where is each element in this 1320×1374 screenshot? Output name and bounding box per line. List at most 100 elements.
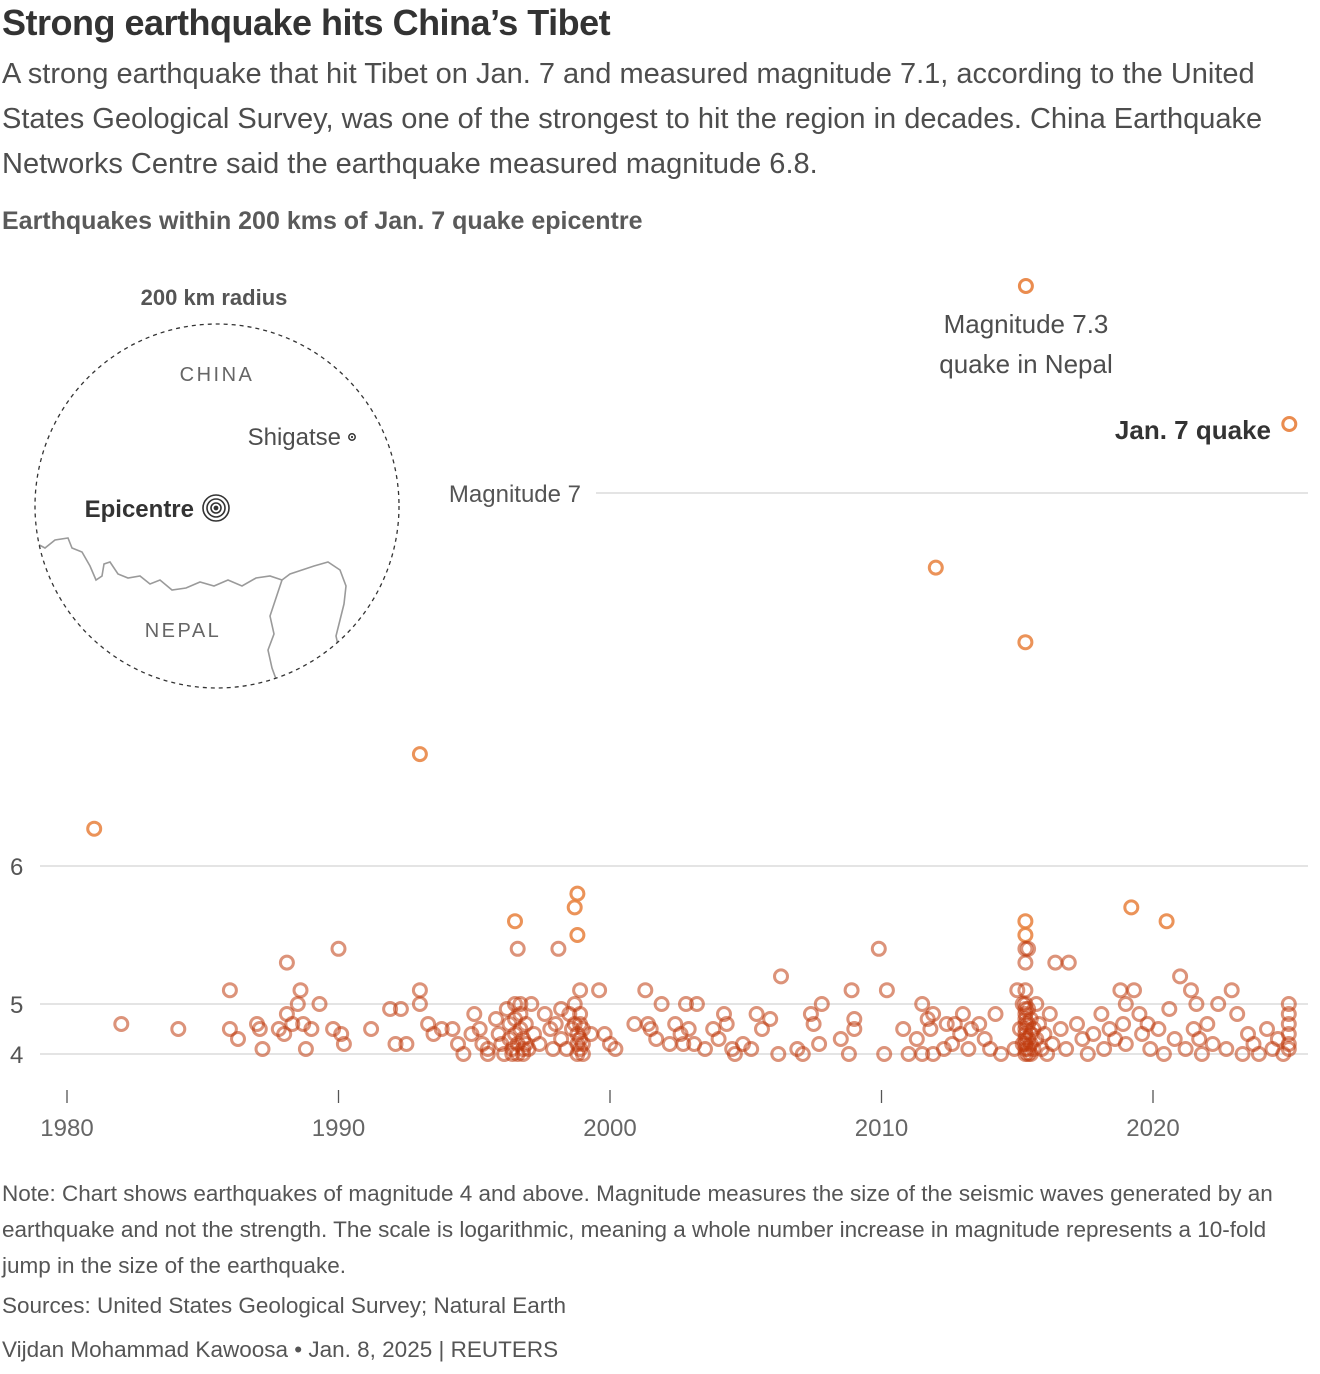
x-tick-label-2020: 2020 [1126, 1115, 1179, 1142]
data-point [221, 982, 238, 999]
data-point [1259, 1021, 1275, 1037]
data-point [914, 1046, 931, 1062]
data-point [1172, 968, 1189, 985]
data-point [846, 1021, 863, 1037]
nepal-annotation-line1: Magnitude 7.3 [944, 309, 1109, 339]
data-point [1060, 954, 1077, 971]
data-point [1280, 1016, 1297, 1032]
data-point [254, 1041, 271, 1057]
data-point [221, 1021, 238, 1037]
data-point [1280, 1041, 1297, 1057]
data-point [311, 996, 328, 1012]
data-point [387, 1036, 404, 1052]
data-point [794, 1046, 811, 1062]
data-point [1017, 634, 1034, 651]
data-point [1131, 1006, 1148, 1022]
data-point [479, 1046, 496, 1062]
data-point [648, 1031, 665, 1047]
data-point [1126, 982, 1142, 999]
data-point [895, 1021, 912, 1037]
shigatse-marker-icon [348, 433, 356, 441]
data-point [444, 1021, 461, 1037]
data-point [1229, 1006, 1246, 1022]
data-point [1150, 1021, 1167, 1037]
data-point [908, 1031, 925, 1047]
epicentre-target-icon [202, 494, 230, 522]
data-point [303, 1021, 320, 1037]
y-tick-label-6: 6 [10, 854, 23, 881]
data-point [170, 1021, 187, 1037]
data-point [938, 1016, 955, 1032]
country-border [35, 537, 351, 688]
chart-heading: Earthquakes within 200 kms of Jan. 7 qua… [2, 207, 643, 235]
data-point [1017, 954, 1034, 971]
data-point [987, 1006, 1004, 1022]
data-point [960, 1041, 977, 1057]
data-point [710, 1031, 727, 1047]
data-point [569, 885, 586, 902]
data-point [843, 982, 860, 999]
data-point [1017, 982, 1034, 999]
data-point [743, 1041, 760, 1057]
data-point [802, 1006, 819, 1022]
data-point [455, 1046, 472, 1062]
footer-credit: Vijdan Mohammad Kawoosa • Jan. 8, 2025 |… [2, 1337, 559, 1362]
data-point [292, 982, 309, 999]
x-tick-label-1990: 1990 [312, 1115, 365, 1142]
data-point [230, 1031, 246, 1047]
data-point [523, 996, 540, 1012]
data-point [572, 1006, 589, 1022]
gridlines [40, 492, 1308, 1055]
data-point [1177, 1041, 1194, 1057]
data-point [566, 899, 583, 916]
data-point [1017, 927, 1034, 943]
data-point [748, 1006, 765, 1022]
data-point [1158, 913, 1175, 930]
data-point [878, 982, 895, 999]
data-point [770, 1046, 787, 1062]
data-point [876, 1046, 893, 1062]
data-point [411, 996, 428, 1012]
data-point [333, 1026, 350, 1042]
data-point [1188, 996, 1205, 1012]
data-point [471, 1021, 488, 1037]
data-point [1058, 1041, 1075, 1057]
inset-map-title: 200 km radius [141, 285, 288, 310]
data-point [678, 996, 694, 1012]
data-point [954, 1006, 971, 1022]
data-point [840, 1046, 857, 1062]
data-point [811, 1036, 828, 1052]
data-point [1093, 1006, 1110, 1022]
data-point [1044, 1036, 1061, 1052]
data-point [398, 1036, 415, 1052]
data-point [411, 746, 428, 763]
data-point [1223, 982, 1240, 999]
data-point [607, 1041, 624, 1057]
x-axis: 1980 1990 2000 2010 2020 [40, 1090, 1180, 1142]
y-tick-label-4: 4 [10, 1042, 23, 1069]
data-point [1028, 996, 1045, 1012]
data-point [927, 559, 944, 576]
data-point [925, 1006, 942, 1022]
data-point [1210, 996, 1227, 1012]
data-point [572, 982, 589, 999]
data-point [637, 982, 654, 999]
data-point [1191, 1031, 1208, 1047]
map-label-epicentre: Epicentre [85, 496, 194, 523]
footer-sources: Sources: United States Geological Survey… [2, 1293, 567, 1318]
map-label-china: CHINA [180, 364, 255, 386]
data-point [1025, 1041, 1042, 1057]
data-point [773, 968, 789, 985]
data-point [411, 982, 428, 999]
data-point [1280, 996, 1297, 1012]
magnitude-7-label: Magnitude 7 [449, 481, 581, 508]
data-point [1036, 1026, 1053, 1042]
data-point [914, 996, 931, 1012]
data-point [536, 1006, 553, 1022]
data-point [1193, 1046, 1210, 1062]
data-point [1123, 899, 1140, 916]
data-point [1041, 1006, 1058, 1022]
data-point [550, 940, 567, 957]
data-point [531, 1036, 548, 1052]
data-point [86, 820, 103, 837]
